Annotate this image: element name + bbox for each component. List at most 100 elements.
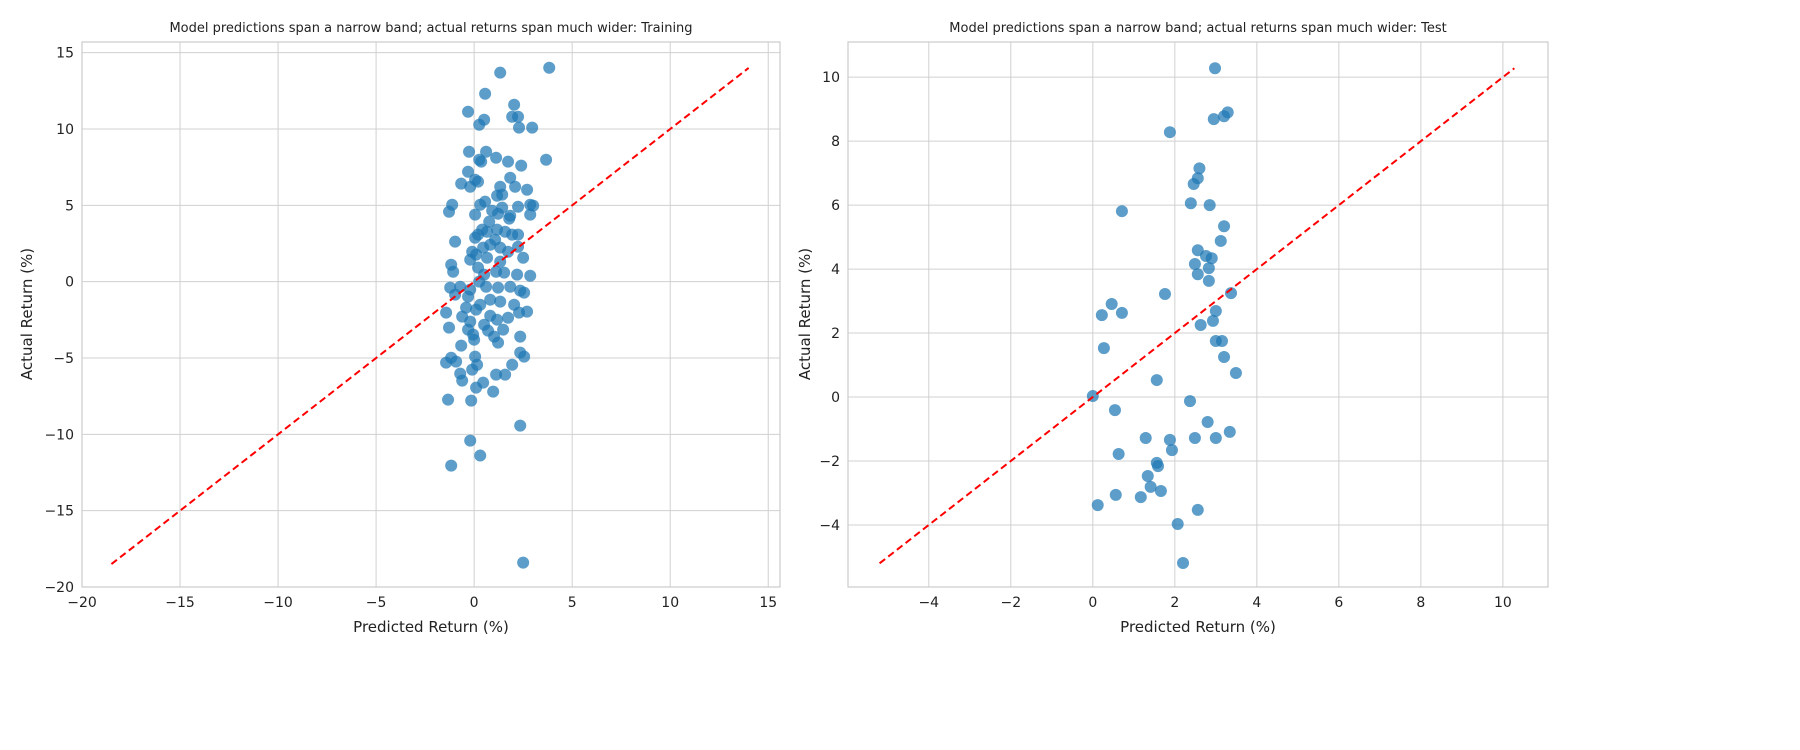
training-x-tick-label: 15 — [759, 595, 777, 611]
test-data-point — [1225, 287, 1238, 300]
test-plot-area: −4 −2 0 2 4 6 8 10 −4 −2 0 2 4 6 8 10 — [819, 41, 1549, 611]
test-data-point — [1215, 335, 1228, 348]
training-data-point — [514, 330, 527, 343]
training-y-tick-label: −5 — [53, 351, 74, 367]
training-data-point — [499, 368, 512, 381]
training-data-point — [524, 208, 537, 221]
test-data-point — [1165, 444, 1178, 457]
test-data-point — [1205, 252, 1218, 265]
test-data-point — [1163, 433, 1176, 446]
test-data-point — [1134, 491, 1147, 504]
training-data-point — [508, 98, 521, 111]
training-y-tick-label: 10 — [56, 122, 74, 138]
training-x-tick-label: −5 — [366, 595, 387, 611]
training-data-point — [464, 253, 477, 266]
test-data-point — [1218, 220, 1231, 233]
training-data-point — [543, 61, 556, 74]
training-data-point — [490, 151, 503, 164]
test-y-tick-label: −2 — [819, 454, 840, 470]
training-y-tick-label: 15 — [56, 46, 74, 62]
training-data-point — [503, 212, 516, 225]
test-data-point — [1191, 268, 1204, 281]
test-perfect-prediction-line — [878, 67, 1515, 565]
test-data-point — [1207, 113, 1220, 126]
training-data-point — [464, 180, 477, 193]
test-data-point — [1158, 288, 1171, 301]
test-y-tick-label: 8 — [831, 134, 840, 150]
training-data-point — [466, 363, 479, 376]
training-ylabel: Actual Return (%) — [18, 248, 36, 380]
test-y-tick-label: 4 — [831, 262, 840, 278]
training-plot-area: −20 −15 −10 −5 0 5 10 15 −20 −15 −10 −5 0 5 10 15 — [44, 41, 781, 611]
test-data-point — [1091, 499, 1104, 512]
training-data-point — [517, 556, 530, 569]
test-y-tick-label: −4 — [819, 518, 840, 534]
training-data-point — [502, 311, 515, 324]
test-y-tick-label: 6 — [831, 198, 840, 214]
training-data-point — [494, 66, 507, 79]
test-data-point — [1150, 374, 1163, 387]
training-y-tick-label: −15 — [44, 504, 74, 520]
test-y-tick-label: 2 — [831, 326, 840, 342]
training-data-point — [518, 350, 531, 363]
training-y-tick-label: −10 — [44, 427, 74, 443]
test-data-point — [1209, 62, 1222, 75]
training-perfect-prediction-line — [110, 67, 750, 565]
training-data-point — [506, 358, 519, 371]
training-data-point — [512, 110, 525, 123]
training-data-point — [497, 323, 510, 336]
test-data-point — [1209, 431, 1222, 444]
test-x-tick-label: 0 — [1088, 595, 1097, 611]
test-x-tick-label: 10 — [1494, 595, 1512, 611]
test-data-point — [1188, 257, 1201, 270]
training-data-point — [479, 87, 492, 100]
test-data-point — [1201, 415, 1214, 428]
test-data-point — [1144, 480, 1157, 493]
training-data-point — [462, 105, 475, 118]
test-data-point — [1184, 197, 1197, 210]
training-data-point — [481, 225, 494, 238]
test-x-tick-label: 6 — [1334, 595, 1343, 611]
training-data-point — [440, 356, 453, 369]
training-data-point — [492, 281, 505, 294]
training-x-tick-label: −15 — [165, 595, 195, 611]
test-data-point — [1177, 557, 1190, 570]
test-data-point — [1221, 106, 1234, 119]
training-data-point — [483, 215, 496, 228]
training-data-point — [494, 295, 507, 308]
training-x-tick-label: −10 — [263, 595, 293, 611]
test-axes-frame — [847, 41, 1549, 588]
training-data-point — [515, 159, 528, 172]
test-data-point — [1184, 395, 1197, 408]
training-data-point — [447, 265, 460, 278]
test-data-point — [1115, 306, 1128, 319]
training-data-point — [440, 306, 453, 319]
training-data-point — [502, 245, 515, 258]
training-data-point — [468, 333, 481, 346]
test-y-tick-label: 10 — [822, 70, 840, 86]
training-data-point — [484, 293, 497, 306]
training-plot: −20 −15 −10 −5 0 5 10 15 −20 −15 −10 −5 0 5 10 15 Model… — [18, 21, 781, 636]
test-data-point — [1105, 297, 1118, 310]
test-y-tick-label: 0 — [831, 390, 840, 406]
test-data-point — [1109, 488, 1122, 501]
test-data-point — [1097, 342, 1110, 355]
test-title: Model predictions span a narrow band; ac… — [949, 21, 1446, 36]
test-data-point — [1194, 319, 1207, 332]
training-data-point — [492, 336, 505, 349]
test-data-point — [1095, 309, 1108, 322]
training-data-point — [480, 145, 493, 158]
training-data-point — [475, 155, 488, 168]
training-axes-frame — [81, 41, 781, 588]
training-data-point — [490, 368, 503, 381]
test-data-point — [1206, 314, 1219, 327]
test-data-point — [1214, 234, 1227, 247]
training-data-point — [455, 177, 468, 190]
test-data-point — [1202, 274, 1215, 287]
training-data-point — [540, 153, 553, 166]
training-y-tick-label: 0 — [65, 275, 74, 291]
test-data-point — [1171, 517, 1184, 530]
test-data-point — [1187, 178, 1200, 191]
training-data-point — [479, 195, 492, 208]
test-data-point — [1191, 503, 1204, 516]
